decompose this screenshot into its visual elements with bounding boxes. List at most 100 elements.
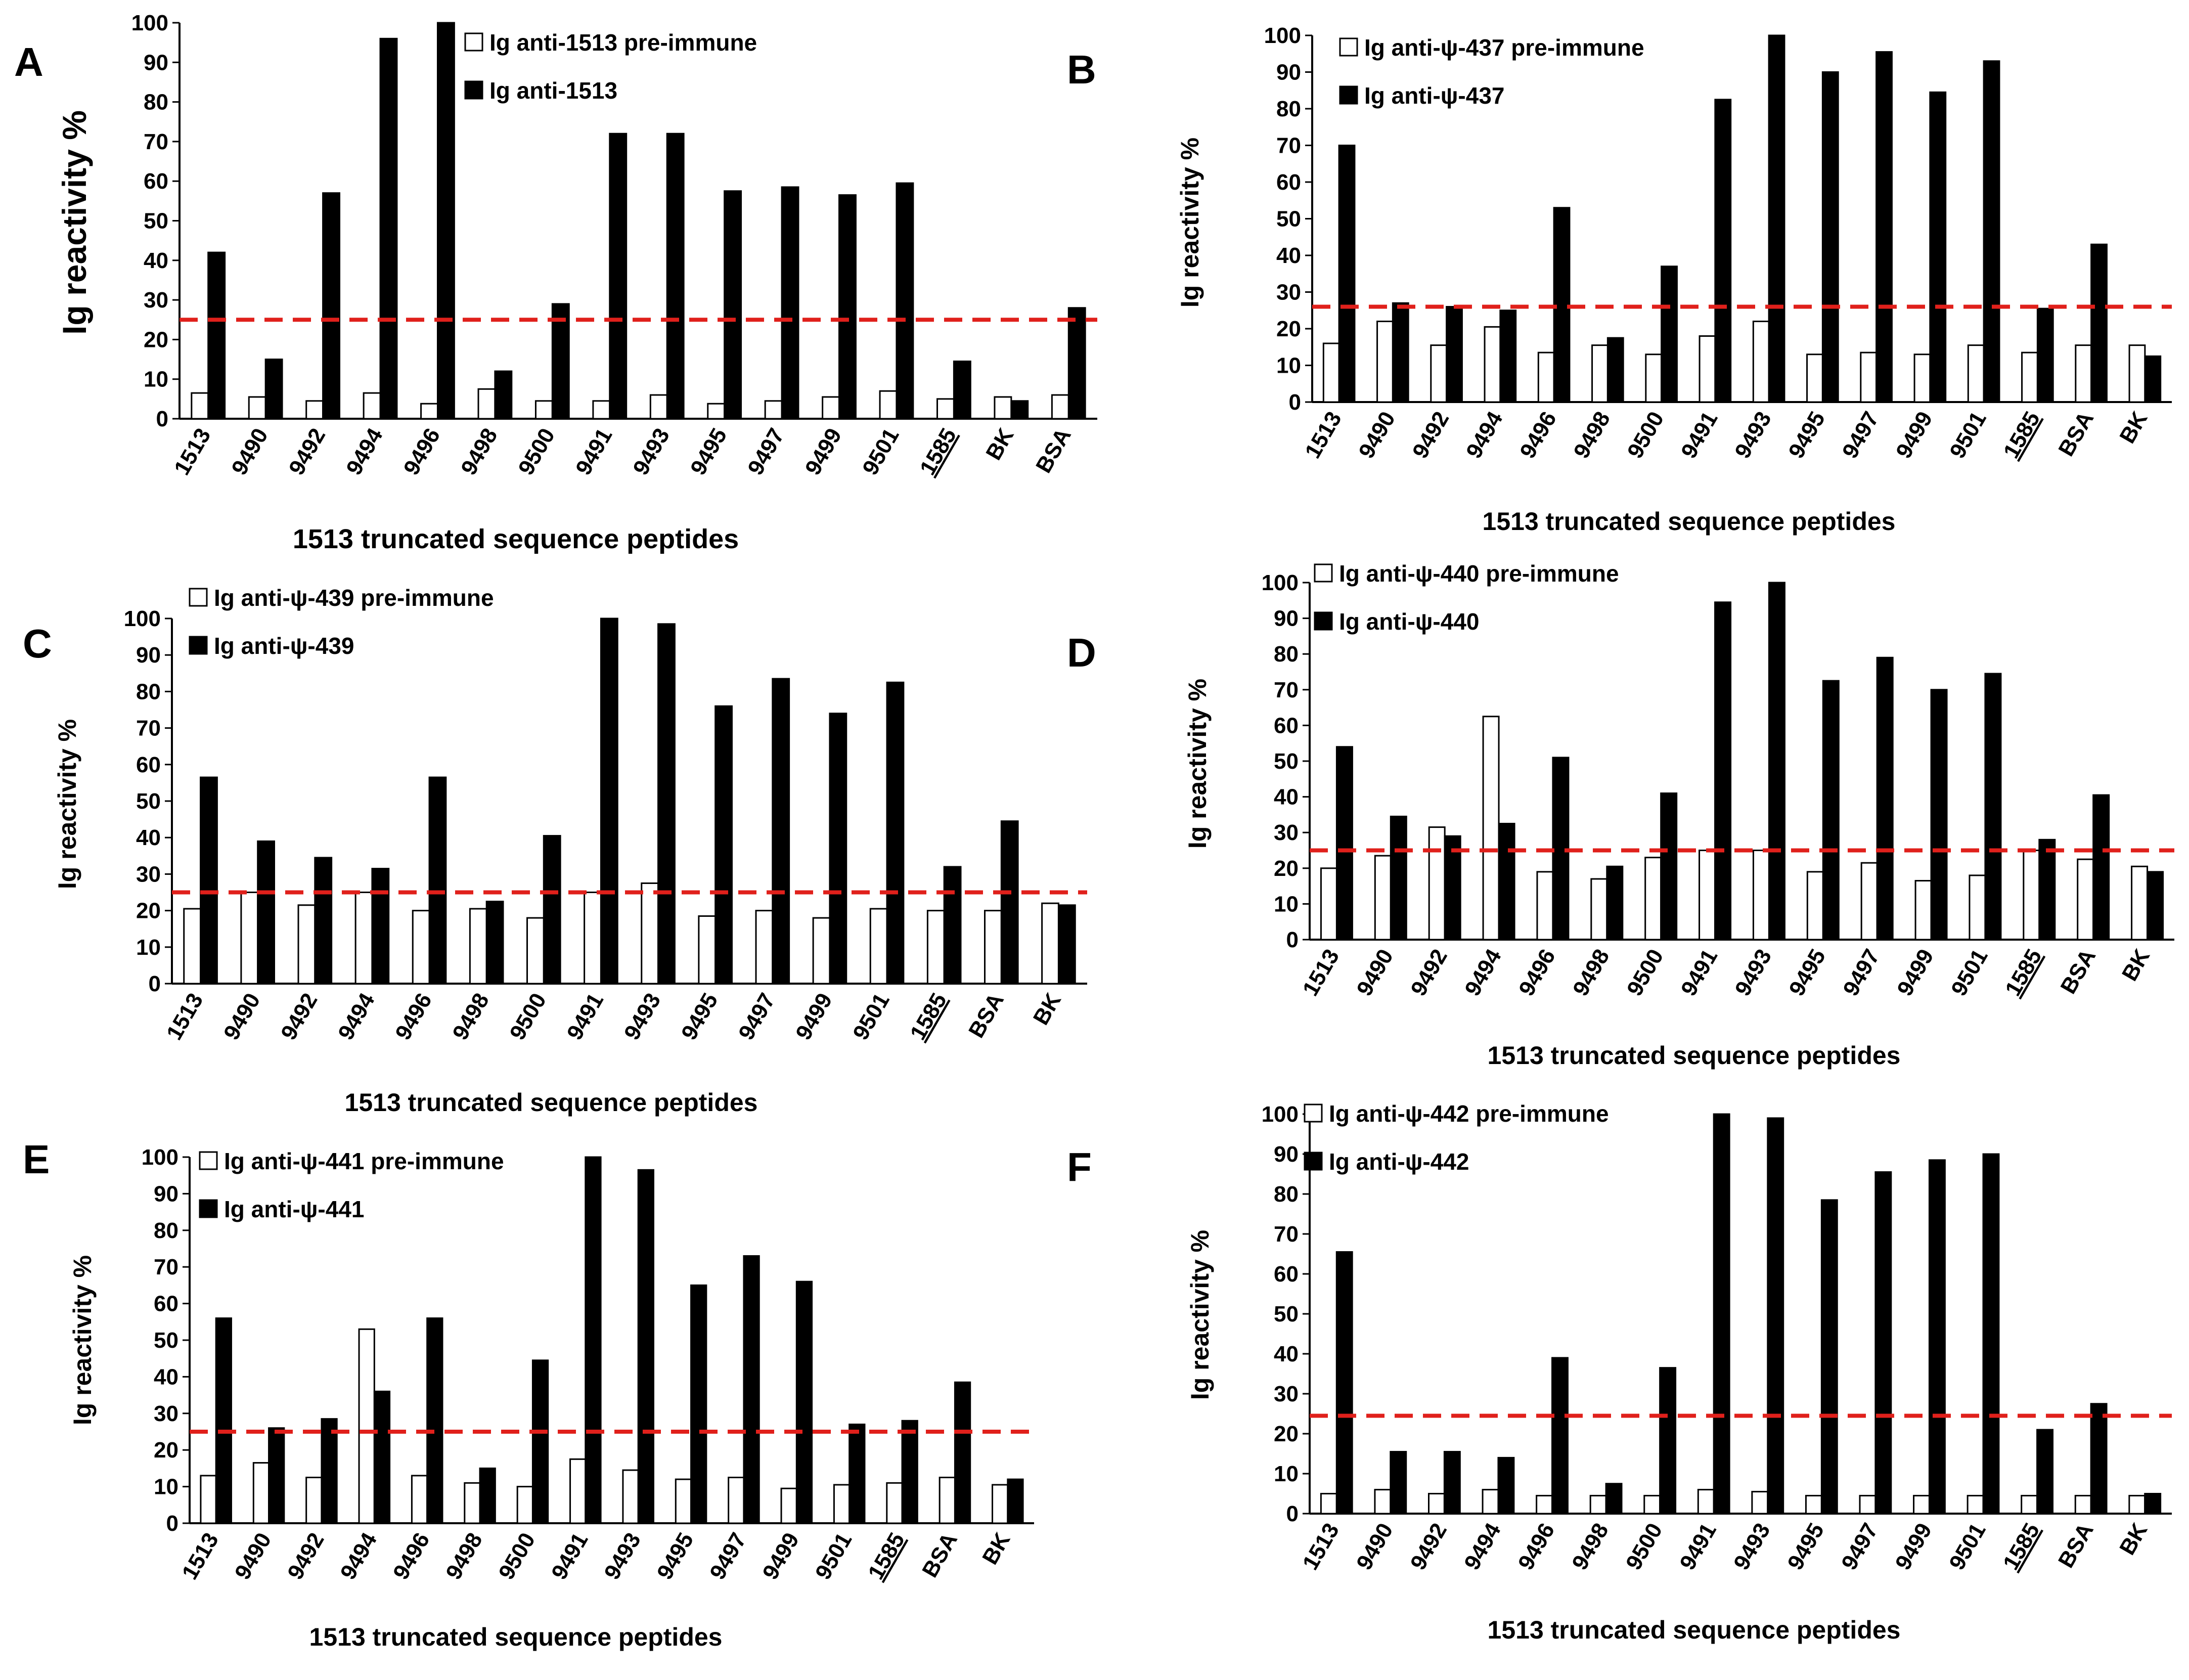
- legend-label: Ig anti-ψ-437 pre-immune: [1364, 34, 1644, 61]
- y-tick-label: 70: [1276, 134, 1301, 158]
- y-tick-label: 90: [136, 643, 161, 668]
- legend-label: Ig anti-ψ-437: [1364, 82, 1504, 109]
- bar-immune-9500: [543, 835, 561, 985]
- bar-pre-immune-9497: [1860, 351, 1878, 403]
- bar-pre-immune-9495: [1806, 353, 1823, 403]
- bar-pre-immune-9490: [252, 1462, 270, 1524]
- y-tick-label: 70: [144, 129, 168, 154]
- bar-pre-immune-9494: [358, 1328, 375, 1524]
- x-tick-label: 9490: [219, 989, 265, 1044]
- x-tick-label: 9494: [1459, 1519, 1506, 1574]
- bar-immune-9492: [321, 1418, 338, 1524]
- y-tick-label: 80: [144, 90, 168, 115]
- bar-immune-9501: [886, 681, 905, 985]
- bar-immune-9497: [772, 678, 790, 985]
- x-tick-label: 9498: [456, 424, 502, 479]
- bar-pre-immune-9493: [1751, 1491, 1769, 1515]
- bar-pre-immune-9491: [584, 892, 602, 985]
- bar-pre-immune-9493: [1752, 850, 1770, 941]
- bar-pre-immune-9496: [412, 910, 430, 985]
- bar-pre-immune-9490: [1376, 321, 1394, 403]
- bar-immune-BK: [1057, 904, 1076, 985]
- bar-pre-immune-9491: [1697, 1489, 1715, 1515]
- legend-label: Ig anti-ψ-439 pre-immune: [214, 585, 494, 611]
- y-tick-label: 20: [144, 327, 168, 352]
- bar-pre-immune-BK: [1041, 902, 1059, 985]
- x-tick-label: 9501: [858, 424, 904, 479]
- legend-swatch-pre-immune: [1314, 563, 1333, 583]
- x-tick-label: 9491: [1676, 408, 1722, 463]
- bar-pre-immune-9493: [641, 882, 659, 985]
- y-tick-label: 0: [1286, 1501, 1299, 1526]
- y-tick-label: 100: [142, 1145, 178, 1170]
- bar-immune-9494: [1497, 1456, 1515, 1515]
- bar-pre-immune-9490: [1374, 1489, 1392, 1515]
- y-tick-label: 70: [154, 1255, 178, 1279]
- x-tick-label: 9495: [677, 989, 723, 1044]
- bar-pre-immune-9499: [1913, 353, 1931, 403]
- legend-label: Ig anti-ψ-442: [1329, 1148, 1469, 1175]
- bar-immune-9495: [724, 190, 742, 420]
- bar-pre-immune-9499: [812, 917, 831, 985]
- bar-pre-immune-9498: [464, 1482, 481, 1524]
- x-tick-label: 1513: [177, 1529, 223, 1584]
- bar-immune-9497: [1875, 51, 1893, 403]
- y-tick-label: 10: [144, 367, 168, 392]
- legend-swatch-pre-immune: [1339, 37, 1358, 57]
- bar-pre-immune-BSA: [1051, 394, 1069, 420]
- bar-immune-9499: [1930, 689, 1948, 941]
- panel-letter: A: [14, 39, 43, 84]
- bar-pre-immune-9495: [707, 403, 726, 420]
- x-tick-label: BSA: [2053, 1519, 2098, 1572]
- y-tick-label: 60: [154, 1292, 178, 1316]
- bar-immune-9493: [1768, 34, 1785, 403]
- bar-pre-immune-9498: [1589, 1494, 1607, 1515]
- bar-immune-BK: [2147, 871, 2164, 941]
- legend: Ig anti-ψ-437 pre-immune Ig anti-ψ-437: [1339, 34, 1644, 109]
- bar-pre-immune-9491: [1699, 335, 1716, 403]
- bar-immune-9491: [609, 132, 628, 420]
- bar-immune-9500: [1661, 266, 1678, 403]
- legend-swatch-immune: [199, 1199, 218, 1218]
- legend-swatch-immune: [1304, 1152, 1323, 1171]
- bar-pre-immune-9493: [622, 1469, 639, 1524]
- bar-immune-9497: [1876, 656, 1894, 941]
- bar-immune-BSA: [1067, 307, 1086, 420]
- bar-pre-immune-9490: [248, 396, 266, 420]
- bar-immune-BSA: [1000, 820, 1019, 985]
- x-tick-label: 1513: [169, 424, 215, 479]
- bar-pre-immune-9496: [1536, 871, 1554, 941]
- bar-pre-immune-9490: [1374, 855, 1392, 941]
- x-tick-label: 1585: [863, 1529, 909, 1584]
- bar-pre-immune-BK: [994, 396, 1012, 420]
- x-tick-label: 9494: [1460, 945, 1506, 1000]
- y-tick-label: 0: [1286, 927, 1299, 952]
- y-tick-label: 100: [1262, 1102, 1299, 1127]
- bar-pre-immune-9497: [1859, 1494, 1877, 1515]
- y-tick-label: 90: [144, 50, 168, 75]
- x-tick-label: 9491: [1675, 1519, 1721, 1574]
- bar-immune-1513: [200, 776, 218, 985]
- bar-immune-1585: [953, 360, 971, 420]
- bar-immune-9497: [743, 1255, 760, 1524]
- y-tick-label: 40: [144, 248, 168, 273]
- y-tick-label: 100: [131, 11, 168, 35]
- y-tick-label: 60: [1276, 170, 1301, 195]
- x-tick-label: 1585: [905, 989, 951, 1044]
- y-tick-label: 80: [1276, 97, 1301, 121]
- bar-immune-BSA: [2090, 243, 2108, 403]
- bar-immune-9490: [264, 359, 283, 420]
- bar-pre-immune-BK: [2131, 865, 2149, 941]
- x-tick-label: 1585: [1998, 1519, 2044, 1574]
- bar-immune-9497: [1874, 1171, 1892, 1515]
- y-tick-label: 90: [1276, 60, 1301, 85]
- bar-immune-BK: [2144, 355, 2162, 403]
- bar-immune-9491: [585, 1156, 602, 1524]
- y-tick-label: 70: [1274, 678, 1299, 702]
- bar-immune-9494: [371, 868, 390, 985]
- bar-immune-9495: [714, 705, 733, 985]
- x-tick-label: 9499: [1891, 1519, 1937, 1574]
- bar-pre-immune-9501: [1967, 344, 1985, 403]
